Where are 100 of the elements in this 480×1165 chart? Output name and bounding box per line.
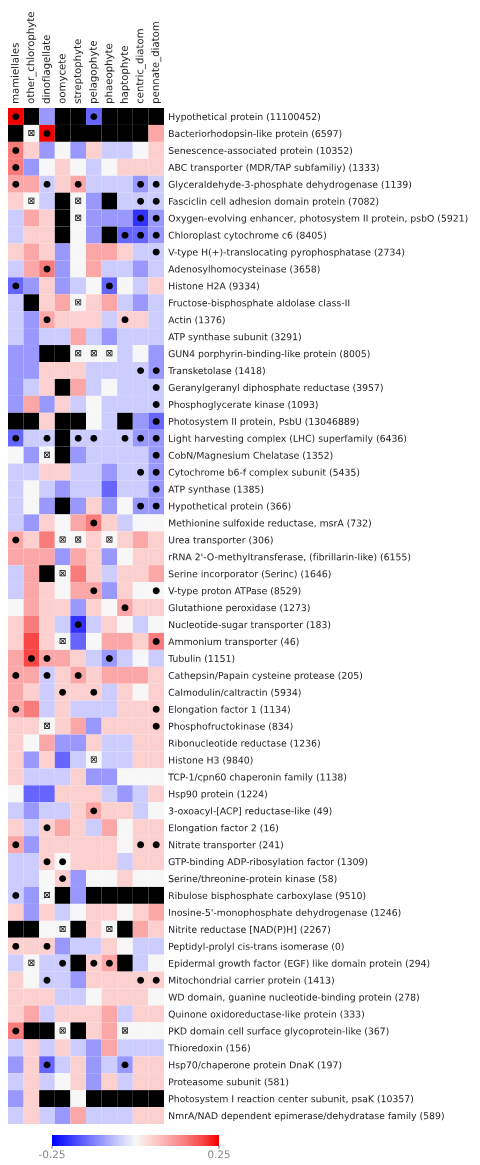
data-label: ● (121, 231, 129, 239)
y-tick-label: Nucleotide-sugar transporter (183) (169, 620, 331, 630)
data-label: ● (137, 231, 145, 239)
data-label: ● (43, 180, 51, 188)
x-tick-label: oomycete (58, 54, 68, 104)
data-label: ⊠ (44, 451, 50, 458)
data-label: ● (152, 502, 160, 510)
data-label: ● (137, 434, 145, 442)
x-tick-label: haptophyte (120, 46, 130, 103)
data-label: ● (137, 180, 145, 188)
data-label: ● (59, 875, 67, 883)
y-tick-label: Peptidyl-prolyl cis-trans isomerase (0) (169, 942, 344, 952)
data-label: ● (152, 231, 160, 239)
data-label: ⊠ (75, 214, 82, 221)
x-tick-label: mamiellales (10, 43, 19, 103)
data-label: ● (27, 655, 35, 662)
y-tick-label: Nitrate transporter (241) (169, 841, 283, 851)
data-label: ● (137, 197, 145, 205)
data-label: ● (43, 671, 51, 679)
data-label: ● (121, 434, 129, 442)
y-tick-label: Photosystem I reaction center subunit, psaK (10357) (169, 1095, 414, 1105)
y-tick-label: Epidermal growth factor (EGF) like domain protein (294) (169, 959, 430, 969)
data-label: ● (152, 367, 160, 375)
data-label: ● (152, 434, 160, 442)
data-label: ● (90, 434, 98, 442)
data-label: ● (12, 180, 20, 188)
data-label: ● (90, 959, 98, 967)
y-tick-label: Elongation factor 2 (16) (169, 824, 279, 834)
data-label: ● (12, 536, 20, 544)
data-label: ● (121, 316, 129, 324)
data-label: ● (152, 587, 160, 595)
data-label: ⊠ (59, 1027, 66, 1034)
data-label: ● (90, 519, 98, 527)
data-label: ● (12, 942, 20, 950)
data-label: ● (59, 688, 67, 696)
data-label: ● (43, 130, 51, 137)
data-label: ● (43, 1061, 51, 1069)
y-tick-label: Histone H3 (9840) (169, 756, 253, 765)
x-tick-label: dinoflagellate (42, 35, 52, 104)
data-label: ● (152, 180, 160, 188)
y-tick-label: Histone H2A (9334) (169, 282, 259, 291)
data-label: ● (105, 282, 113, 290)
data-label: ● (12, 705, 20, 713)
data-label: ● (43, 265, 51, 273)
data-label: ● (74, 434, 82, 442)
data-label: ● (12, 1027, 20, 1035)
data-label: ● (137, 976, 145, 984)
y-tick-label: Nitrite reductase [NAD(P)H] (2267) (169, 925, 330, 935)
data-label: ⊠ (106, 350, 113, 357)
x-tick-label: centric_diatom (135, 29, 146, 104)
data-label: ⊠ (90, 756, 97, 763)
data-label: ● (59, 858, 67, 866)
y-tick-label: CobN/Magnesium Chelatase (1352) (168, 451, 333, 461)
y-tick-label: Fructose-bisphosphate aldolase class-II (169, 299, 350, 309)
data-label: ⊠ (106, 925, 113, 932)
data-label: ● (152, 384, 160, 391)
data-label: ● (59, 959, 67, 967)
y-tick-label: Serine incorporator (Serinc) (1646) (168, 570, 331, 580)
data-label: ● (43, 824, 51, 832)
data-label: ● (137, 502, 145, 510)
data-label: ● (137, 367, 145, 375)
data-label: ● (90, 807, 98, 815)
y-tick-label: GUN4 porphyrin-binding-like protein (8005) (168, 350, 370, 359)
y-tick-label: Calmodulin/caltractin (5934) (168, 688, 301, 697)
y-tick-label: PKD domain cell surface glycoprotein-like (367) (169, 1027, 389, 1037)
data-label: ● (74, 180, 82, 188)
y-tick-label: ATP synthase (1385) (168, 485, 264, 495)
data-label: ● (105, 655, 113, 662)
y-tick-label: Ammonium transporter (46) (168, 637, 299, 647)
data-label: ● (152, 451, 160, 459)
y-tick-label: V-type proton ATPase (8529) (168, 587, 301, 597)
y-tick-label: rRNA 2'-O-methyltransferase, (fibrillarin-like) (6155) (169, 553, 411, 563)
y-tick-label: Light harvesting complex (LHC) superfamily (6436) (169, 434, 407, 444)
data-label: ⊠ (90, 350, 97, 357)
x-tick-label: other_chlorophyte (26, 12, 37, 104)
data-label: ● (12, 147, 20, 154)
y-tick-label: Tubulin (1151) (168, 654, 235, 664)
data-label: ● (43, 655, 51, 662)
y-tick-label: Adenosylhomocysteinase (3658) (168, 265, 320, 275)
y-tick-label: NmrA/NAD dependent epimerase/dehydratase family (589) (169, 1112, 444, 1121)
data-label: ● (121, 1061, 129, 1069)
data-label: ● (74, 621, 82, 629)
y-tick-label: Actin (1376) (168, 316, 225, 325)
data-label: ● (12, 671, 20, 679)
data-label: ● (43, 858, 51, 866)
y-tick-label: Phosphofructokinase (834) (169, 722, 293, 732)
data-label: ● (152, 214, 160, 222)
data-label: ● (12, 163, 20, 171)
data-label: ● (105, 959, 113, 967)
data-label: ● (90, 587, 98, 595)
y-tick-label: Hsp90 protein (1224) (169, 790, 267, 800)
y-tick-label: GTP-binding ADP-ribosylation factor (1309) (168, 858, 368, 867)
y-tick-label: Glutathione peroxidase (1273) (168, 604, 310, 613)
y-tick-label: Elongation factor 1 (1134) (169, 705, 290, 715)
y-tick-label: WD domain, guanine nucleotide-binding protein (278) (168, 993, 419, 1003)
y-tick-label: Mitochondrial carrier protein (1413) (169, 976, 334, 986)
x-tick-label: phaeophyte (104, 43, 115, 103)
data-label: ● (12, 892, 20, 899)
data-label: ● (12, 113, 20, 121)
y-tick-label: Ribulose bisphosphate carboxylase (9510) (169, 891, 366, 901)
